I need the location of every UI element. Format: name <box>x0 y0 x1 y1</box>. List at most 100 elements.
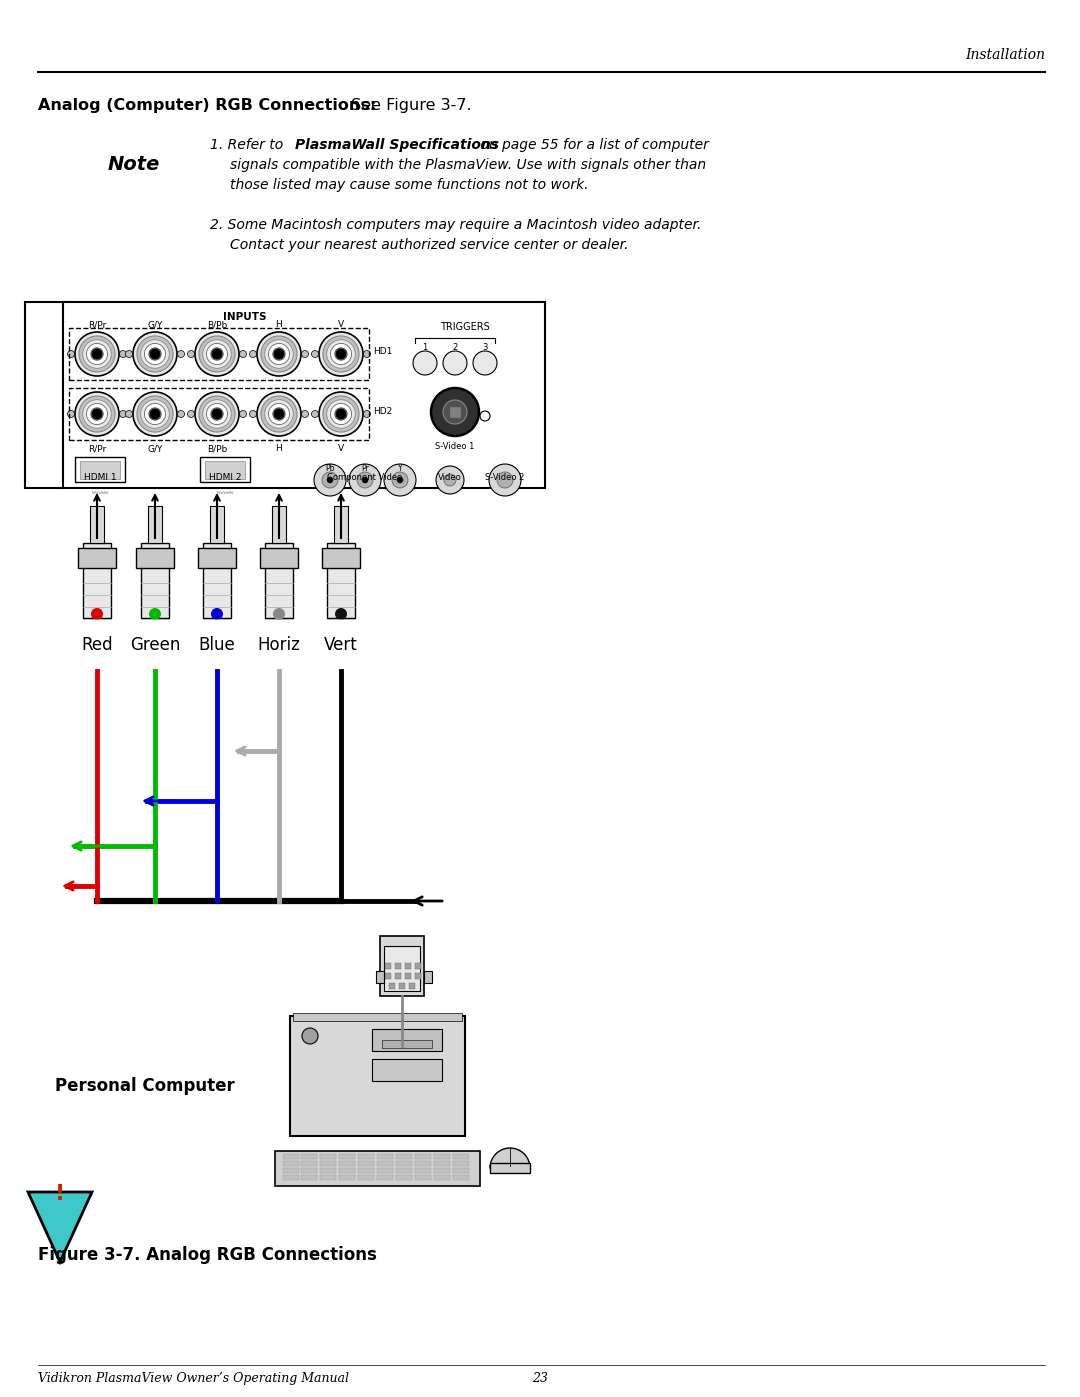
Circle shape <box>91 608 103 620</box>
Text: wwwww: wwwww <box>217 489 233 495</box>
Circle shape <box>75 393 119 436</box>
Text: V: V <box>338 444 345 453</box>
Text: H: H <box>275 320 282 330</box>
Bar <box>450 407 460 416</box>
Bar <box>198 548 237 569</box>
Bar <box>453 1161 469 1166</box>
Circle shape <box>265 400 294 429</box>
Circle shape <box>212 409 222 419</box>
Text: R/Pr: R/Pr <box>87 444 106 453</box>
Text: PlasmaWall Specifications: PlasmaWall Specifications <box>295 138 499 152</box>
Bar <box>320 1161 336 1166</box>
Text: Y: Y <box>397 464 403 474</box>
Circle shape <box>273 348 285 360</box>
Text: 23: 23 <box>532 1372 548 1384</box>
Circle shape <box>265 339 294 369</box>
Bar <box>301 1161 318 1166</box>
Bar <box>339 1175 355 1180</box>
Circle shape <box>177 351 185 358</box>
Circle shape <box>364 411 370 418</box>
Circle shape <box>362 476 368 483</box>
Circle shape <box>326 400 355 429</box>
Circle shape <box>257 332 301 376</box>
Circle shape <box>413 351 437 374</box>
Circle shape <box>67 351 75 358</box>
Circle shape <box>364 351 370 358</box>
Circle shape <box>212 349 222 359</box>
Circle shape <box>79 395 116 432</box>
Text: 2. Some Macintosh computers may require a Macintosh video adapter.: 2. Some Macintosh computers may require … <box>210 218 701 232</box>
Circle shape <box>301 411 309 418</box>
Bar <box>357 1175 374 1180</box>
Circle shape <box>397 476 403 483</box>
Bar <box>148 506 162 543</box>
Bar <box>301 1154 318 1160</box>
Circle shape <box>150 349 160 359</box>
Bar <box>396 1161 411 1166</box>
Circle shape <box>125 351 133 358</box>
Bar <box>320 1168 336 1173</box>
Bar <box>384 946 420 990</box>
Bar <box>377 1161 393 1166</box>
Text: Pb: Pb <box>325 464 335 474</box>
Bar <box>357 1161 374 1166</box>
Bar <box>434 1168 450 1173</box>
Bar <box>83 543 111 617</box>
Text: Blue: Blue <box>199 636 235 654</box>
Circle shape <box>301 351 309 358</box>
Text: R/Pr: R/Pr <box>87 320 106 330</box>
Circle shape <box>249 351 257 358</box>
Bar <box>339 1168 355 1173</box>
Circle shape <box>92 349 102 359</box>
Bar <box>380 936 424 996</box>
Bar <box>260 548 298 569</box>
Circle shape <box>199 395 235 432</box>
Circle shape <box>177 411 185 418</box>
Text: 1. Refer to: 1. Refer to <box>210 138 287 152</box>
Bar <box>376 971 384 983</box>
Circle shape <box>273 408 285 420</box>
Text: Note: Note <box>108 155 160 175</box>
Bar <box>210 506 224 543</box>
Text: signals compatible with the PlasmaView. Use with signals other than: signals compatible with the PlasmaView. … <box>230 158 706 172</box>
Bar <box>283 1168 299 1173</box>
Circle shape <box>137 395 173 432</box>
Circle shape <box>330 344 352 365</box>
Circle shape <box>443 351 467 374</box>
Bar <box>377 1154 393 1160</box>
Bar <box>396 1168 411 1173</box>
Bar <box>339 1154 355 1160</box>
Circle shape <box>91 408 104 420</box>
Circle shape <box>145 344 165 365</box>
Circle shape <box>335 408 347 420</box>
Text: Analog (Computer) RGB Connections:: Analog (Computer) RGB Connections: <box>38 98 376 113</box>
Text: HDMI 2: HDMI 2 <box>208 474 241 482</box>
Bar <box>291 1016 465 1136</box>
Circle shape <box>240 411 246 418</box>
Circle shape <box>206 404 228 425</box>
Text: Installation: Installation <box>966 47 1045 61</box>
Circle shape <box>91 348 104 360</box>
Bar <box>415 963 421 970</box>
Bar <box>265 543 293 617</box>
Bar <box>434 1154 450 1160</box>
Bar <box>434 1175 450 1180</box>
Text: G/Y: G/Y <box>147 444 163 453</box>
Circle shape <box>203 400 231 429</box>
Text: Pr: Pr <box>361 464 369 474</box>
Text: Red: Red <box>81 636 112 654</box>
Circle shape <box>323 395 359 432</box>
Bar <box>415 1168 431 1173</box>
Bar <box>405 963 411 970</box>
Circle shape <box>79 335 116 372</box>
Text: wwwww: wwwww <box>92 489 108 495</box>
Circle shape <box>436 467 464 495</box>
Bar <box>322 548 360 569</box>
Bar <box>382 1039 432 1048</box>
Bar <box>384 963 391 970</box>
Circle shape <box>145 404 165 425</box>
Circle shape <box>326 339 355 369</box>
Bar <box>372 1030 442 1051</box>
Text: Contact your nearest authorized service center or dealer.: Contact your nearest authorized service … <box>230 237 629 251</box>
Bar <box>80 461 120 479</box>
